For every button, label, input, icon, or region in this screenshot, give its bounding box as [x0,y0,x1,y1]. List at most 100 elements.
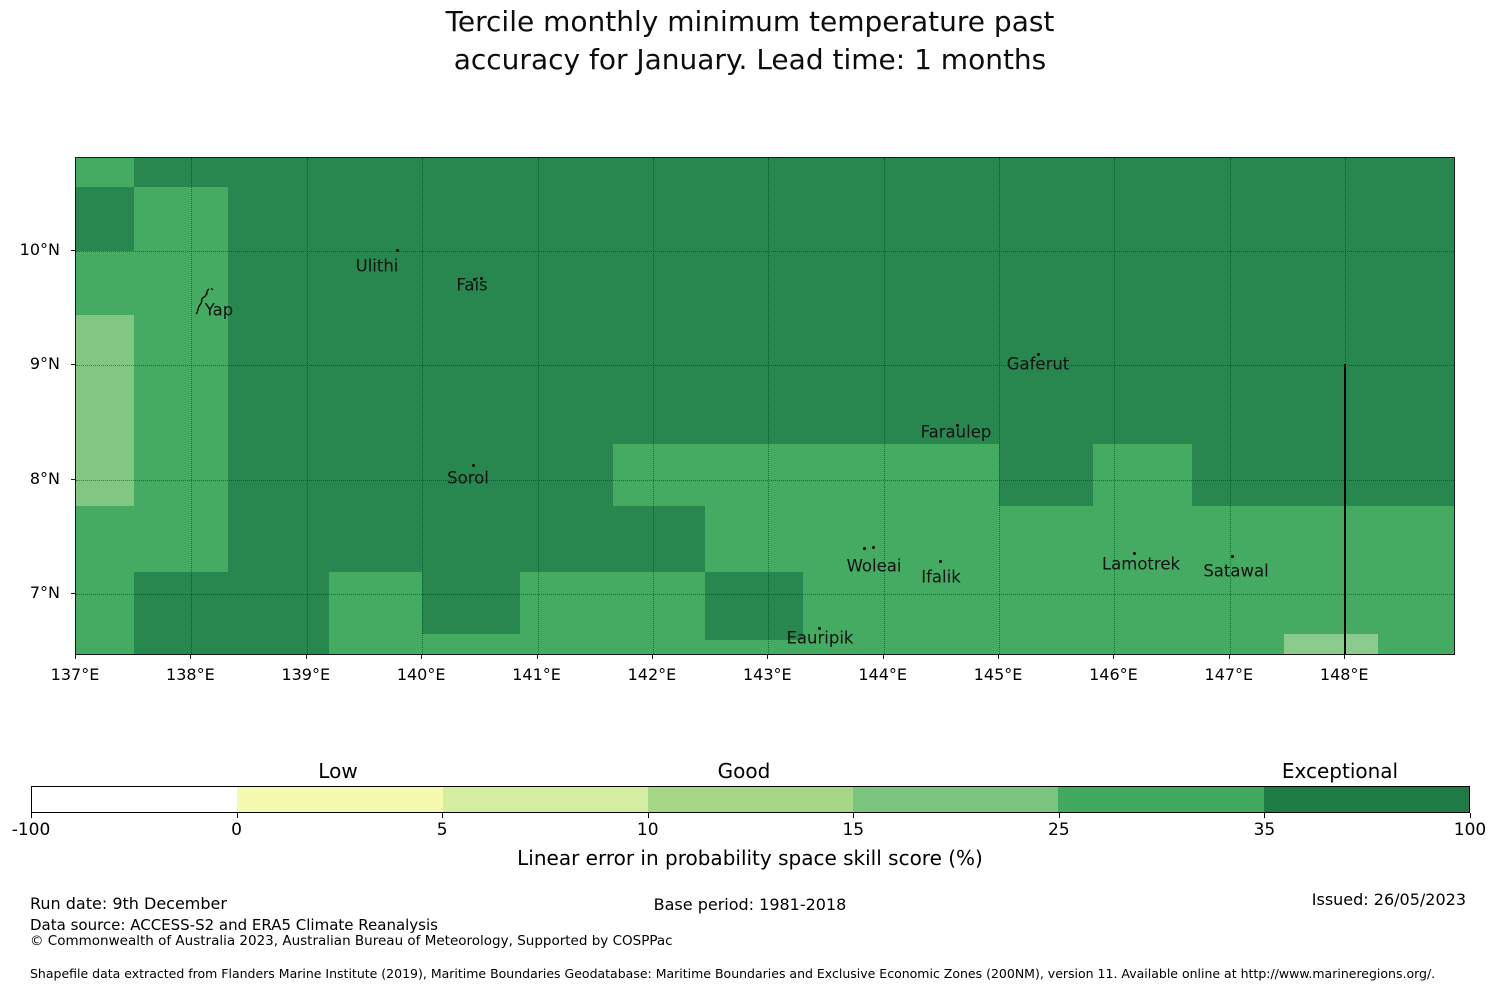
shapefile-note-text: Shapefile data extracted from Flanders M… [30,966,1436,981]
island-label-faraulep: Faraulep [920,422,992,442]
island-marker-dot [863,547,866,550]
skill-cell-15-25 [76,314,134,506]
x-tick-138°E: 138°E [166,665,215,684]
skill-cell-25-35 [1092,444,1192,654]
island-label-ifalik: Ifalik [921,567,961,587]
colorbar-tick-100: 100 [1453,820,1487,840]
island-marker-dot [472,464,475,467]
skill-cell-25-35 [133,186,229,251]
x-tick-145°E: 145°E [973,665,1023,684]
y-tickmark [71,593,75,595]
island-label-woleai: Woleai [846,556,902,576]
skill-cell-25-35 [704,639,803,654]
x-tickmark [1113,655,1115,659]
skill-cell-25-35 [612,444,1000,507]
skill-cell-25-35 [76,506,134,654]
gridline-145°E [999,158,1001,654]
map-plot-area: Yap Ulithi Fais Sorol Gaferut Faraulep Woleai I… [75,157,1455,655]
skill-cell-25-35 [76,250,229,315]
island-marker-dot [939,560,942,563]
skill-cell-25-35 [133,314,229,573]
skill-cell-25-35 [422,634,521,654]
island-marker-dot [818,627,821,630]
colorbar-tick-5: 5 [436,820,448,840]
x-tickmark [190,655,192,659]
colorbar-tickmark [442,813,444,818]
yap-island-outline [195,287,214,315]
island-label-yap: Yap [204,300,234,320]
gridline-138°E [191,158,193,654]
island-label-fais: Fais [456,275,488,295]
y-tick-10°N: 10°N [19,239,60,259]
x-tickmark [998,655,1000,659]
colorbar-segment--100-0 [32,787,238,812]
y-tickmark [71,249,75,251]
x-tickmark [1344,655,1346,659]
colorbar-tickmark [1264,813,1266,818]
issued-date-text: Issued: 26/05/2023 [1311,890,1466,909]
x-tickmark [75,655,76,659]
skill-cell-25-35 [520,572,705,654]
y-tick-9°N: 9°N [29,354,60,374]
x-tickmark [536,655,538,659]
x-tickmark [1228,655,1230,659]
y-tick-7°N: 7°N [29,583,60,603]
skill-cell-25-35 [999,506,1093,654]
copyright-text: © Commonwealth of Australia 2023, Austra… [30,933,673,949]
island-label-lamotrek: Lamotrek [1101,554,1181,574]
island-label-sorol: Sorol [447,468,489,488]
colorbar-segment-15-25 [853,787,1059,812]
island-marker-dot [956,424,959,427]
y-tick-8°N: 8°N [29,468,60,488]
gridline-9°N [76,365,1454,367]
colorbar-tickmark [236,813,238,818]
colorbar-tick-0: 0 [231,820,242,840]
gridline-146°E [1114,158,1116,654]
x-tick-147°E: 147°E [1204,665,1254,684]
gridline-140°E [422,158,424,654]
chart-title-line1: Tercile monthly minimum temperature past [445,5,1055,38]
x-tickmark [767,655,769,659]
island-marker-dot [1231,555,1234,558]
gridline-144°E [883,158,885,654]
colorbar-tick-35: 35 [1253,820,1276,840]
colorbar-tick-15: 15 [842,820,865,840]
island-label-ulithi: Ulithi [355,256,399,276]
x-tick-144°E: 144°E [858,665,908,684]
chart-title-line2: accuracy for January. Lead time: 1 month… [453,43,1047,76]
skill-cell-25-35 [328,572,423,654]
island-marker-dot [1133,552,1136,555]
x-tick-137°E: 137°E [50,665,100,684]
run-date-text: Run date: 9th December [30,894,227,913]
colorbar-tickmark [1470,813,1471,818]
gridline-147°E [1229,158,1231,654]
island-marker-dot [1037,353,1040,356]
x-tick-148°E: 148°E [1319,665,1369,684]
base-period-text: Base period: 1981-2018 [653,895,847,914]
island-label-satawal: Satawal [1203,561,1269,581]
colorbar-segment-35-100 [1263,787,1469,812]
gridline-139°E [306,158,308,654]
colorbar-tickmark [647,813,649,818]
colorbar-tick-25: 25 [1048,820,1070,840]
island-marker-dot [480,277,483,280]
y-tickmark [71,478,75,480]
x-tick-139°E: 139°E [281,665,331,684]
data-source-text: Data source: ACCESS-S2 and ERA5 Climate … [30,916,438,934]
x-tickmark [651,655,653,659]
colorbar-tick--100: -100 [11,820,51,840]
island-label-eauripik: Eauripik [786,628,854,648]
x-tick-140°E: 140°E [396,665,446,684]
colorbar-segment-0-5 [237,787,443,812]
colorbar-zone-low: Low [318,759,358,783]
colorbar-tickmark [1058,813,1060,818]
island-marker-dot [473,278,476,281]
colorbar-segment-5-10 [442,787,648,812]
colorbar-tickmark [853,813,855,818]
skill-cell-25-35 [704,506,803,573]
gridline-10°N [76,250,1454,252]
colorbar-segment-25-35 [1058,787,1264,812]
gridline-8°N [76,479,1454,481]
colorbar [31,786,1470,813]
